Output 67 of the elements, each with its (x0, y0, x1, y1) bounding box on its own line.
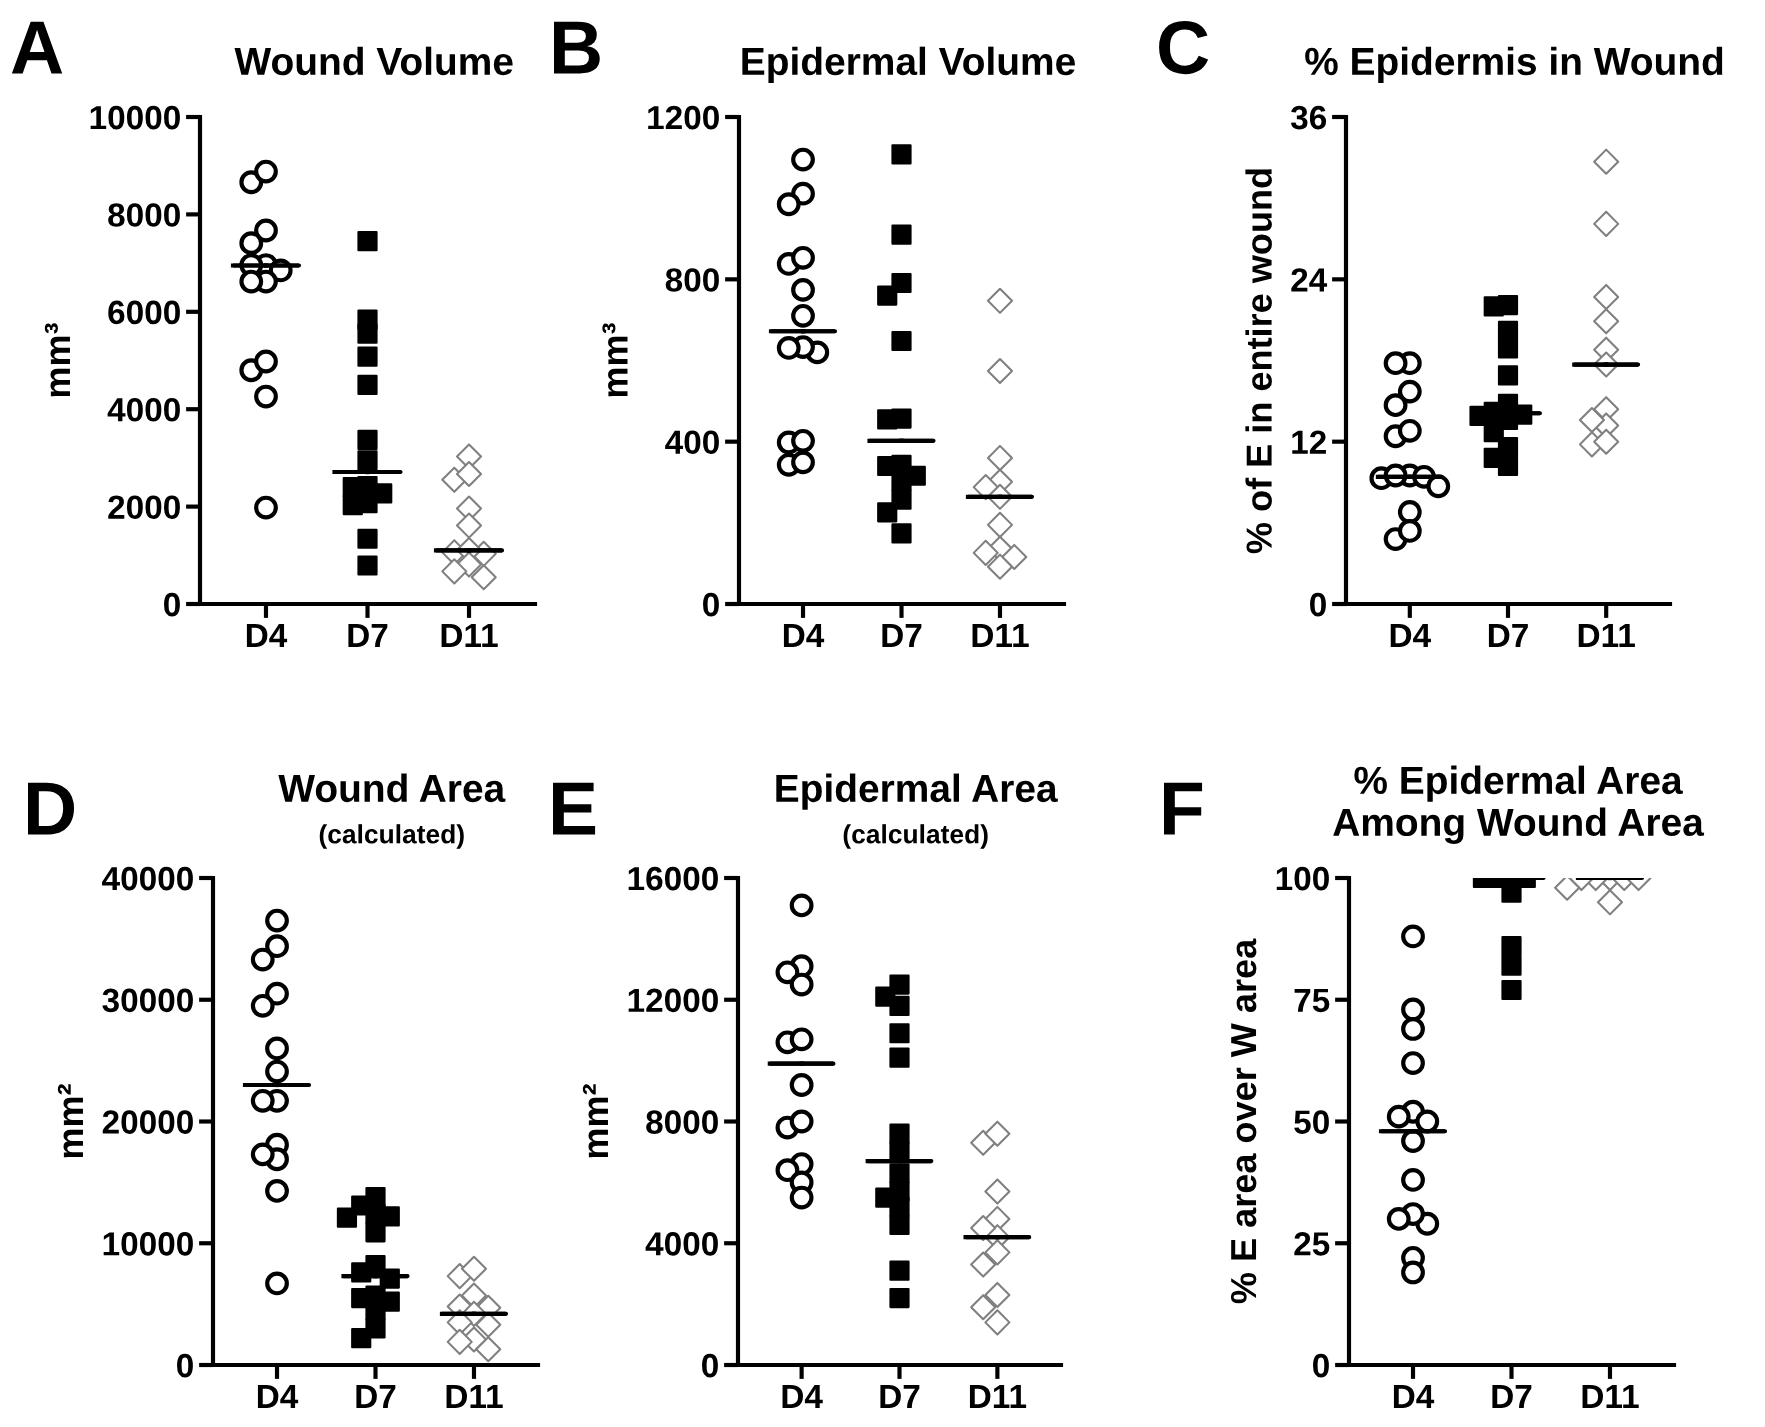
text: E (553, 782, 596, 835)
y-tick-label: 1200 (648, 105, 719, 130)
y-tick-label: 0 (1310, 592, 1326, 617)
y-tick-label: 25 (1294, 1232, 1330, 1256)
y-axis-title: mm³ (44, 323, 70, 397)
x-tick-label: D11 (972, 623, 1029, 647)
y-tick-label: 40000 (102, 866, 193, 891)
y-tick-label: 12 (1292, 430, 1326, 454)
y-axis-title: % E area over W area (1230, 938, 1257, 1304)
y-tick-label: 0 (164, 592, 180, 617)
chart-title: % Epidermal Area Among Wound Area (1333, 765, 1705, 844)
x-tick-label: D7 (356, 1384, 396, 1408)
y-tick-label: 10000 (90, 105, 180, 130)
x-tick-label: D7 (1492, 1384, 1532, 1408)
y-tick-label: 20000 (102, 1110, 193, 1134)
chart-title: Epidermal Area (776, 773, 1058, 810)
x-tick-label: D11 (441, 623, 498, 647)
x-tick-label: D4 (257, 1384, 299, 1408)
x-tick-label: D4 (783, 623, 825, 647)
x-tick-label: D4 (1390, 623, 1431, 647)
y-axis-title: mm² (582, 1084, 608, 1158)
y-tick-label: 400 (665, 430, 719, 455)
y-tick-label: 36 (1290, 105, 1327, 130)
x-tick-label: D4 (782, 1384, 823, 1408)
y-tick-label: 4000 (107, 398, 180, 422)
y-tick-label: 0 (1313, 1353, 1329, 1378)
y-tick-label: 100 (1276, 866, 1329, 891)
x-tick-label: D11 (969, 1384, 1027, 1408)
text: B (554, 21, 600, 74)
y-tick-label: 0 (702, 1353, 718, 1378)
y-tick-label: 10000 (103, 1232, 193, 1256)
chart-title: Wound Area (278, 773, 506, 803)
x-tick-label: D7 (1488, 623, 1528, 647)
y-axis-title: mm² (57, 1084, 83, 1158)
chart-title: Wound Volume (234, 46, 513, 76)
x-tick-label: D4 (246, 623, 288, 647)
y-tick-label: 4000 (645, 1232, 718, 1256)
x-tick-label: D7 (882, 623, 922, 647)
y-tick-label: 16000 (628, 866, 718, 891)
y-tick-label: 75 (1294, 988, 1330, 1013)
y-tick-label: 8000 (646, 1110, 718, 1134)
text: F (1164, 782, 1203, 835)
text: A (11, 21, 63, 74)
y-axis-title: mm³ (602, 323, 628, 397)
text: D (28, 782, 75, 835)
y-tick-label: 12000 (628, 988, 718, 1013)
y-tick-label: 800 (665, 268, 719, 292)
y-axis-title: % of E in entire wound (1245, 169, 1272, 554)
x-tick-label: D4 (1393, 1384, 1435, 1408)
text: C (1159, 21, 1209, 75)
y-tick-label: 8000 (108, 203, 180, 227)
y-tick-label: 6000 (108, 300, 180, 325)
x-tick-label: D11 (1578, 623, 1635, 647)
chart-subtitle: (calculated) (319, 824, 464, 849)
chart-subtitle: (calculated) (843, 824, 988, 849)
x-tick-label: D7 (348, 623, 388, 647)
y-tick-label: 2000 (108, 495, 180, 520)
y-tick-label: 24 (1291, 268, 1328, 292)
chart-title: Epidermal Volume (742, 46, 1075, 83)
chart-title: % Epidermis in Wound (1305, 46, 1723, 83)
y-tick-label: 30000 (102, 988, 193, 1013)
x-tick-label: D7 (880, 1384, 920, 1408)
y-tick-label: 0 (703, 592, 719, 617)
y-tick-label: 0 (177, 1353, 193, 1378)
x-tick-label: D11 (446, 1384, 503, 1408)
x-tick-label: D11 (1582, 1384, 1639, 1408)
y-tick-label: 50 (1294, 1110, 1329, 1134)
